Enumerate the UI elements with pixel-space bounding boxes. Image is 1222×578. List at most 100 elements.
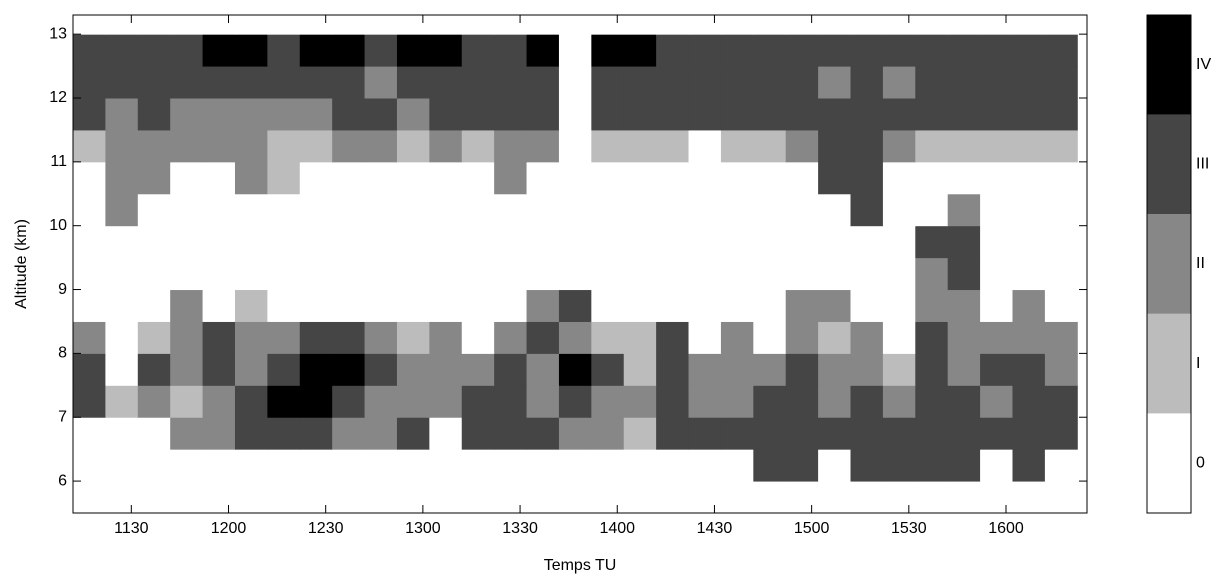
y-tick-label: 12 (49, 89, 67, 106)
cell (526, 225, 560, 259)
cell (332, 161, 366, 195)
cell (591, 129, 625, 163)
cell (396, 417, 430, 450)
cell (785, 449, 819, 482)
cell (299, 225, 333, 259)
cell (364, 225, 398, 259)
cell (947, 193, 981, 227)
cell (591, 66, 625, 99)
cell (494, 193, 528, 227)
cell (494, 225, 528, 259)
cell (1012, 353, 1046, 386)
cell (753, 417, 787, 450)
cell (753, 321, 787, 354)
cell (267, 481, 301, 513)
cell (915, 321, 949, 354)
x-tick-label: 1130 (114, 520, 149, 537)
cell (591, 385, 625, 418)
cell (591, 321, 625, 354)
cell (915, 353, 949, 386)
cell (591, 449, 625, 482)
cell (850, 161, 884, 195)
cell (73, 385, 106, 418)
cell (461, 193, 495, 227)
cell (364, 289, 398, 322)
cell (980, 353, 1013, 386)
cell (461, 417, 495, 450)
cell (980, 385, 1013, 418)
cell (720, 417, 754, 450)
cell (364, 417, 398, 450)
cell (137, 15, 171, 35)
cell (753, 15, 787, 35)
cell (105, 353, 139, 386)
cell (137, 193, 171, 227)
cell (202, 417, 236, 450)
cell (947, 385, 981, 418)
cell (688, 289, 722, 322)
cell (202, 98, 236, 131)
cell (980, 225, 1013, 259)
cell (429, 225, 463, 259)
cell (73, 161, 106, 195)
cell (526, 15, 560, 35)
cell (882, 417, 916, 450)
cell (882, 353, 916, 386)
cell (234, 321, 268, 354)
cell (623, 225, 657, 259)
cell (364, 321, 398, 354)
cell (915, 449, 949, 482)
cell (461, 34, 495, 67)
y-tick-label: 10 (49, 217, 67, 234)
cell (299, 353, 333, 386)
cell (299, 257, 333, 291)
cell (494, 15, 528, 35)
cell (720, 129, 754, 163)
cell (688, 129, 722, 163)
cell (429, 161, 463, 195)
colorbar-swatch (1147, 413, 1191, 513)
cell (170, 481, 204, 513)
cell (850, 129, 884, 163)
cell (720, 66, 754, 99)
cell (818, 289, 852, 322)
cell (753, 98, 787, 131)
cell (137, 353, 171, 386)
cell (1044, 161, 1078, 195)
cell (1012, 225, 1046, 259)
cell (591, 481, 625, 513)
colorbar-label: I (1196, 355, 1200, 372)
cell (656, 289, 690, 322)
cell (267, 161, 301, 195)
cell (558, 225, 592, 259)
cell (591, 161, 625, 195)
cell (1012, 15, 1046, 35)
cell (558, 257, 592, 291)
cell (1012, 417, 1046, 450)
cell (202, 257, 236, 291)
cell (1012, 385, 1046, 418)
x-tick-label: 1500 (794, 520, 830, 537)
cell (429, 193, 463, 227)
cell (170, 289, 204, 322)
cell (202, 225, 236, 259)
y-axis-label: Altitude (km) (13, 219, 30, 309)
cell (137, 34, 171, 67)
cell (818, 66, 852, 99)
cell (526, 385, 560, 418)
y-tick-label: 7 (58, 408, 67, 425)
cell (170, 449, 204, 482)
cell (720, 193, 754, 227)
cell (882, 257, 916, 291)
cell (332, 129, 366, 163)
cell (494, 161, 528, 195)
cell (396, 385, 430, 418)
cell (785, 353, 819, 386)
cell (332, 481, 366, 513)
cell (623, 289, 657, 322)
cell (850, 98, 884, 131)
cell (267, 257, 301, 291)
cell (850, 289, 884, 322)
cell (170, 257, 204, 291)
cell (105, 449, 139, 482)
